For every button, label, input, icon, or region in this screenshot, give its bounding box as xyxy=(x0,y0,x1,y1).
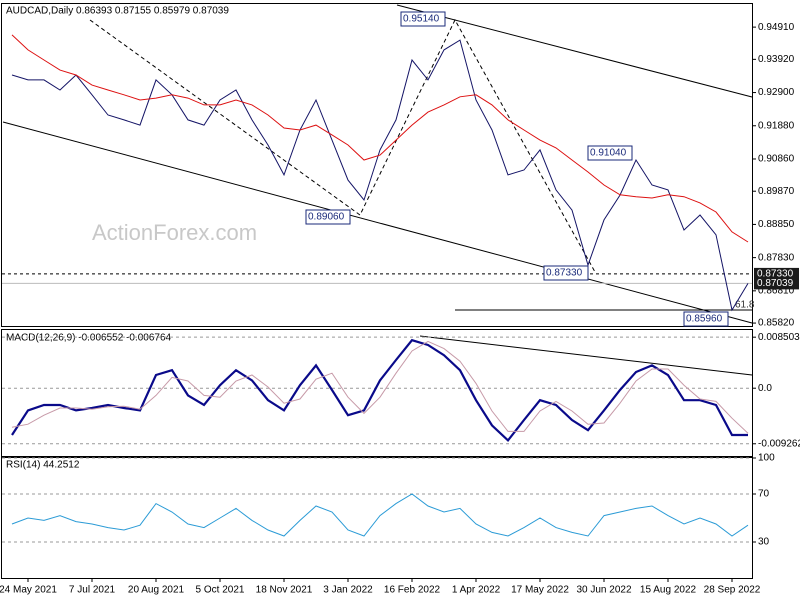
macd-panel xyxy=(1,329,753,457)
series-line xyxy=(11,338,748,443)
last-price-tag xyxy=(754,277,799,290)
y-tick-label: 0.89870 xyxy=(758,186,795,197)
annotation: 61.8 xyxy=(735,300,755,311)
y-tick-label: 0.88850 xyxy=(758,219,795,230)
series-line xyxy=(11,493,749,537)
macd-title: MACD(12,26,9) -0.006552 -0.006764 xyxy=(6,333,172,344)
annotation-box xyxy=(400,11,446,27)
y-tick-label: 70 xyxy=(758,489,770,500)
annotation: 0.85960 xyxy=(686,314,723,325)
x-tick-label: 17 May 2022 xyxy=(511,585,569,596)
y-tick-label: 0.87830 xyxy=(758,252,795,263)
watermark: ActionForex.com xyxy=(92,220,257,245)
x-tick-label: 15 Aug 2022 xyxy=(640,585,697,596)
series-line xyxy=(11,39,749,312)
annotation-box xyxy=(683,311,729,327)
y-tick-label: 0.008503 xyxy=(758,332,800,343)
annotation-box xyxy=(305,209,351,225)
x-tick-label: 18 Nov 2021 xyxy=(256,585,313,596)
x-tick-label: 28 Sep 2022 xyxy=(704,585,761,596)
swing-line xyxy=(89,18,596,273)
x-tick-label: 24 May 2021 xyxy=(0,585,57,596)
y-tick-label: 100 xyxy=(758,453,775,464)
y-tick-label: 0.90860 xyxy=(758,154,795,165)
rsi-title: RSI(14) 44.2512 xyxy=(6,460,80,471)
y-tick-label: 0.86810 xyxy=(758,285,795,296)
y-tick-label: 0.92900 xyxy=(758,87,795,98)
annotation: 0.89060 xyxy=(308,212,345,223)
y-tick-label: 0.0 xyxy=(758,383,772,394)
y-tick-label: -0.009262 xyxy=(758,438,800,449)
x-tick-label: 30 Jun 2022 xyxy=(576,585,631,596)
y-tick-label: 0.94910 xyxy=(758,22,795,33)
x-tick-label: 7 Jul 2021 xyxy=(69,585,116,596)
x-tick-label: 3 Jan 2022 xyxy=(323,585,373,596)
x-tick-label: 5 Oct 2021 xyxy=(196,585,245,596)
annotation: 0.95140 xyxy=(403,14,440,25)
annotation: 0.87330 xyxy=(546,268,583,279)
x-tick-label: 16 Feb 2022 xyxy=(384,585,441,596)
series-line xyxy=(11,34,749,243)
y-tick-label: 0.85820 xyxy=(758,318,795,329)
y-tick-label: 0.91880 xyxy=(758,120,795,131)
level-label: 0.87330 xyxy=(757,269,794,280)
annotation: 0.91040 xyxy=(590,148,627,159)
price-panel xyxy=(1,3,753,327)
channel-lower xyxy=(2,121,753,324)
x-tick-label: 20 Aug 2021 xyxy=(128,585,185,596)
macd-trendline xyxy=(419,335,753,376)
annotation-box xyxy=(543,265,589,281)
last-price-label: 0.87039 xyxy=(757,278,794,289)
annotation-box xyxy=(587,145,633,161)
y-tick-label: 30 xyxy=(758,537,770,548)
channel-upper xyxy=(396,4,753,98)
level-tag xyxy=(754,267,799,280)
x-tick-label: 1 Apr 2022 xyxy=(452,585,501,596)
price-title: AUDCAD,Daily 0.86393 0.87155 0.85979 0.8… xyxy=(6,6,229,17)
y-tick-label: 0.93920 xyxy=(758,54,795,65)
series-line xyxy=(11,340,749,434)
